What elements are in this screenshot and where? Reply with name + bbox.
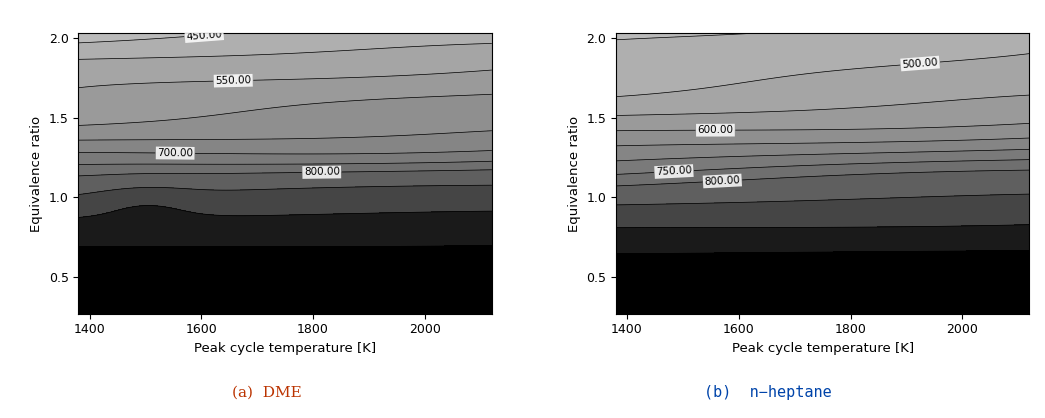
Text: 750.00: 750.00	[655, 166, 692, 177]
Text: 800.00: 800.00	[704, 175, 741, 187]
Text: 800.00: 800.00	[304, 167, 340, 178]
Text: 600.00: 600.00	[697, 125, 734, 135]
Text: (a)  DME: (a) DME	[232, 386, 301, 400]
Text: 550.00: 550.00	[215, 75, 252, 86]
Text: 450.00: 450.00	[186, 29, 223, 41]
X-axis label: Peak cycle temperature [K]: Peak cycle temperature [K]	[194, 342, 376, 355]
Y-axis label: Equivalence ratio: Equivalence ratio	[567, 115, 581, 232]
Text: 500.00: 500.00	[902, 57, 938, 70]
Text: 700.00: 700.00	[157, 148, 193, 158]
Text: (b)  n−heptane: (b) n−heptane	[704, 385, 832, 400]
Y-axis label: Equivalence ratio: Equivalence ratio	[30, 115, 43, 232]
X-axis label: Peak cycle temperature [K]: Peak cycle temperature [K]	[732, 342, 913, 355]
